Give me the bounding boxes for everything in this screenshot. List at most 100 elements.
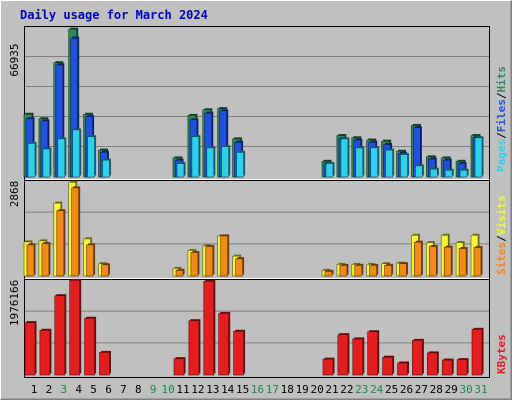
- y-max-label-top: 66935: [8, 43, 21, 76]
- panel-bottom-border: [24, 279, 490, 378]
- bar-sites-day-29: [443, 246, 452, 277]
- bar-pages-day-12: [191, 136, 200, 178]
- x-tick-label-day-21: 21: [325, 383, 338, 396]
- x-tick-label-day-29: 29: [445, 383, 458, 396]
- x-tick-label-day-28: 28: [430, 383, 443, 396]
- bar-sites-day-3: [56, 210, 65, 277]
- x-tick-label-day-31: 31: [474, 383, 487, 396]
- bar-sites-day-23: [354, 265, 363, 277]
- x-tick-label-day-18: 18: [281, 383, 294, 396]
- bar-sites-day-21: [324, 271, 333, 277]
- bar-kbytes-day-26: [397, 362, 408, 376]
- x-tick-label-day-13: 13: [206, 383, 219, 396]
- bar-pages-day-22: [340, 138, 349, 178]
- legend-hits: Hits: [495, 66, 508, 93]
- bar-kbytes-day-25: [382, 356, 393, 376]
- bar-kbytes-day-22: [337, 334, 349, 376]
- bar-marks: [23, 27, 484, 376]
- bar-pages-day-26: [400, 154, 408, 178]
- bar-kbytes-day-3: [54, 295, 66, 376]
- x-tick-label-day-17: 17: [266, 383, 279, 396]
- legend-top: Pages/Files/Hits: [495, 66, 508, 172]
- bar-kbytes-day-29: [441, 359, 453, 376]
- bar-pages-day-30: [459, 169, 468, 178]
- legend-kbytes: KBytes: [495, 334, 508, 374]
- bar-pages-day-14: [221, 146, 229, 178]
- bar-sites-day-27: [414, 241, 422, 277]
- bar-pages-day-5: [87, 136, 95, 178]
- bar-sites-day-31: [473, 247, 482, 277]
- chart-title: Daily usage for March 2024: [20, 8, 208, 22]
- bar-kbytes-day-12: [188, 320, 200, 376]
- x-tick-label-day-3: 3: [60, 383, 67, 396]
- bar-pages-day-11: [176, 163, 185, 178]
- x-tick-label-day-14: 14: [221, 383, 235, 396]
- bar-kbytes-day-15: [233, 330, 244, 376]
- bar-kbytes-day-23: [352, 338, 364, 376]
- x-tick-label-day-5: 5: [90, 383, 97, 396]
- legend-files: Files: [495, 99, 508, 132]
- bar-kbytes-day-27: [412, 340, 423, 376]
- x-axis-day-labels: 1 2 3 4 5 6 7 8 9 10 11 12 13 14 15 16 17 18 19 20 21 22 23 24 2…: [31, 383, 488, 396]
- bar-pages-day-31: [474, 137, 483, 178]
- bar-pages-day-3: [57, 138, 66, 178]
- x-tick-label-day-30: 30: [459, 383, 472, 396]
- bar-sites-day-12: [190, 252, 199, 277]
- frame-shadow-inner: [1, 1, 511, 399]
- legend-mid: Sites/Visits: [495, 196, 508, 276]
- bar-kbytes-day-4: [69, 279, 80, 376]
- bar-sites-day-4: [71, 187, 79, 277]
- bar-sites-day-30: [458, 248, 467, 277]
- bar-pages-day-24: [370, 147, 379, 178]
- bar-pages-day-28: [429, 168, 438, 178]
- x-tick-label-day-10: 10: [161, 383, 174, 396]
- bar-sites-day-28: [428, 246, 437, 277]
- x-tick-label-day-2: 2: [46, 383, 53, 396]
- bar-kbytes-day-2: [39, 329, 51, 376]
- bar-pages-day-21: [325, 163, 334, 178]
- legend-visits: Visits: [495, 196, 508, 236]
- x-tick-label-day-7: 7: [120, 383, 127, 396]
- x-tick-label-day-16: 16: [251, 383, 264, 396]
- bar-kbytes-day-31: [471, 329, 483, 376]
- bar-kbytes-day-6: [99, 352, 110, 376]
- bar-pages-day-27: [415, 165, 423, 178]
- bar-kbytes-day-24: [367, 331, 379, 376]
- x-tick-label-day-8: 8: [135, 383, 142, 396]
- bar-pages-day-15: [236, 152, 244, 178]
- bar-kbytes-day-14: [218, 313, 229, 376]
- bar-pages-day-1: [27, 143, 36, 178]
- bar-sites-day-22: [339, 265, 348, 277]
- legend-sep-2: /: [495, 92, 508, 99]
- x-tick-label-day-12: 12: [191, 383, 204, 396]
- bar-kbytes-day-28: [426, 352, 438, 376]
- bar-pages-day-25: [385, 149, 393, 178]
- x-tick-label-day-22: 22: [340, 383, 353, 396]
- legend-bottom: KBytes: [495, 334, 508, 374]
- bar-kbytes-day-13: [203, 280, 215, 376]
- bar-pages-day-13: [206, 147, 215, 178]
- x-tick-label-day-25: 25: [385, 383, 398, 396]
- legend-sep-1: /: [495, 132, 508, 139]
- x-tick-label-day-23: 23: [355, 383, 368, 396]
- x-tick-label-day-9: 9: [150, 383, 157, 396]
- x-tick-label-day-11: 11: [176, 383, 189, 396]
- legend-sep-3: /: [495, 235, 508, 242]
- x-tick-label-day-6: 6: [105, 383, 112, 396]
- legend-pages: Pages: [495, 139, 508, 172]
- bar-kbytes-day-11: [173, 358, 185, 376]
- bar-pages-day-23: [355, 147, 364, 178]
- y-max-label-bottom: 1976166: [8, 280, 21, 326]
- bar-sites-day-24: [369, 265, 378, 277]
- y-max-label-mid: 2868: [8, 181, 21, 208]
- bar-sites-day-6: [101, 264, 109, 277]
- x-tick-label-day-26: 26: [400, 383, 413, 396]
- x-tick-label-day-4: 4: [75, 383, 82, 396]
- x-tick-label-day-24: 24: [370, 383, 384, 396]
- legend-sites: Sites: [495, 242, 508, 275]
- bar-kbytes-day-21: [322, 358, 334, 376]
- bar-kbytes-day-30: [456, 359, 468, 376]
